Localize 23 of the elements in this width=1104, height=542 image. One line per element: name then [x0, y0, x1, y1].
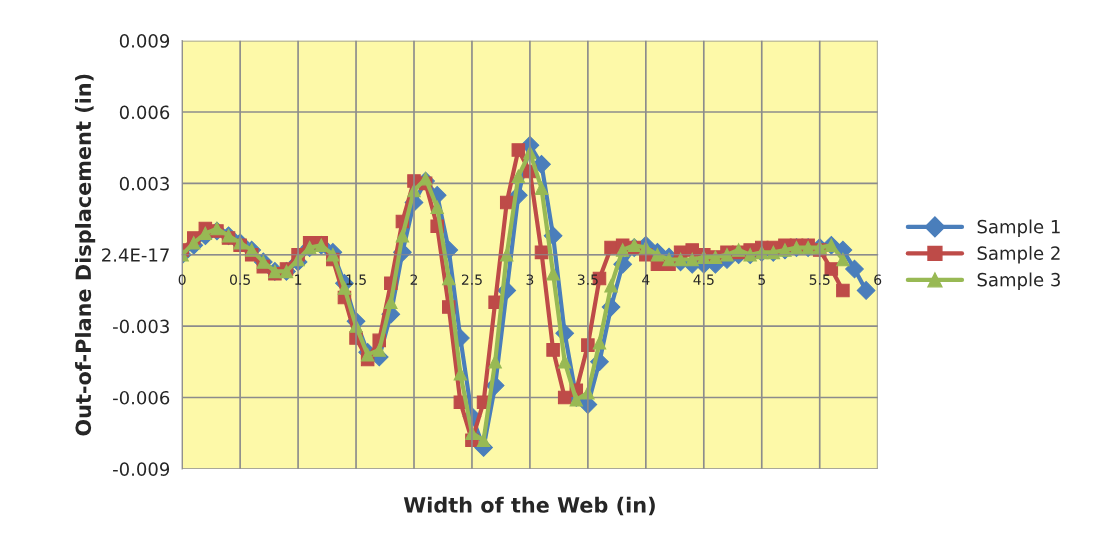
- legend-label: Sample 1: [977, 219, 1060, 237]
- y-tick-label: 0.006: [119, 105, 170, 120]
- x-tick-label: 4.5: [693, 274, 714, 285]
- y-axis-title: Out-of-Plane Displacement (in): [75, 74, 96, 436]
- x-tick-label: 5.5: [809, 274, 830, 285]
- x-tick-label: 0: [178, 274, 186, 285]
- x-tick-label: 1: [295, 274, 302, 285]
- x-tick-label: 0.5: [229, 274, 250, 285]
- y-tick-label: -0.009: [113, 462, 170, 476]
- y-tick-label: -0.006: [113, 390, 170, 405]
- x-tick-label: 4: [642, 274, 650, 285]
- y-tick-label: 0.009: [119, 34, 170, 48]
- x-tick-label: 3: [526, 274, 534, 285]
- y-tick-label: -0.003: [113, 319, 169, 334]
- x-tick-label: 2: [410, 274, 418, 285]
- x-axis-title: Width of the Web (in): [403, 496, 655, 516]
- y-tick-label: 0.003: [119, 176, 169, 191]
- legend-label: Sample 3: [977, 272, 1060, 290]
- x-tick-label: 6: [874, 274, 882, 285]
- y-tick-label: 2.4E-17: [102, 248, 169, 262]
- x-tick-label: 2.5: [461, 274, 482, 285]
- legend-label: Sample 2: [977, 246, 1060, 264]
- x-tick-label: 5: [758, 274, 765, 285]
